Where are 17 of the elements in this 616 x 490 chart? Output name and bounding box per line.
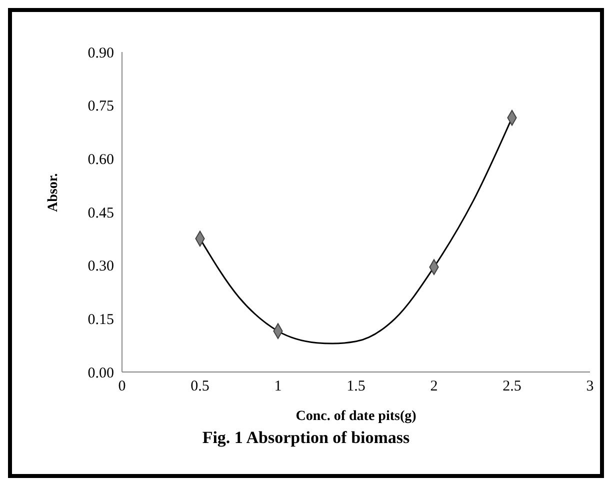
y-tick-label: 0.45 [88,205,114,222]
x-axis-title: Conc. of date pits(g) [296,409,417,424]
y-tick-label: 0.60 [88,152,114,168]
text: Fig. 1 Absorption of biomass [201,428,411,448]
x-tick-label: 0 [118,378,126,395]
x-tick-label: 0.5 [190,378,210,395]
x-tick-label: 2 [430,378,438,395]
x-tick-label: 1 [274,378,282,395]
y-tick-label: 0.75 [88,98,114,115]
y-tick-label: 0.90 [88,45,114,62]
y-tick-label: 0.00 [88,365,114,382]
x-tick-label: 1.5 [346,378,366,395]
y-tick-label: 0.30 [88,258,114,275]
x-tick-label: 3 [586,378,594,395]
x-tick-label: 2.5 [502,378,522,395]
y-tick-label: 0.15 [88,312,114,328]
y-axis-title: Absor. [46,173,61,212]
